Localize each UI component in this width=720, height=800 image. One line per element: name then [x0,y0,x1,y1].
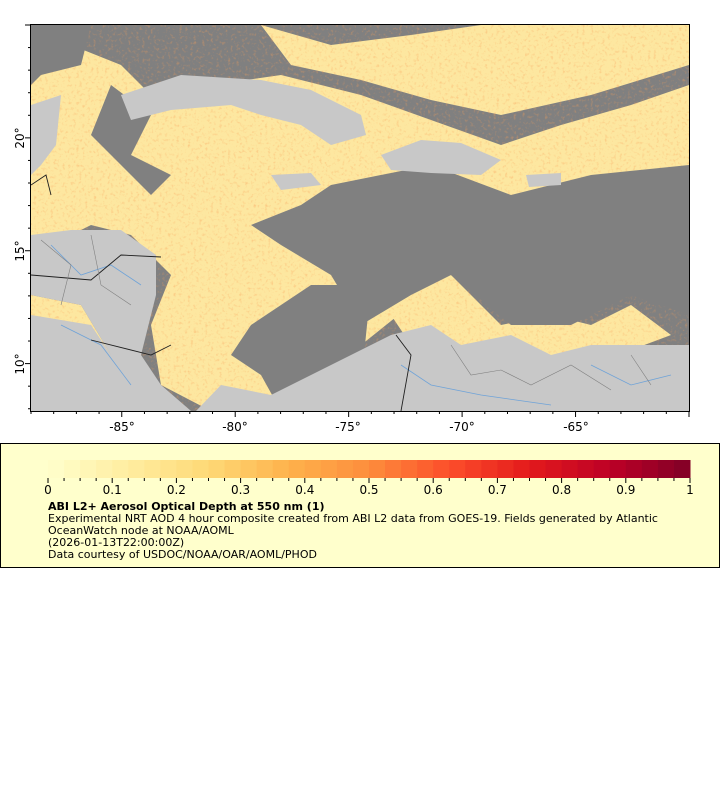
colorbar-tick-label: 0.1 [103,483,122,497]
cuba [121,75,366,145]
colorbar-segment [48,460,65,478]
colorbar-segment [497,460,514,478]
map-axes: -85° -80° -75° -70° -65° 20° 15° 10° [13,24,690,434]
colorbar-segment [561,460,579,478]
colorbar-segment [64,460,81,478]
colorbar: 0 0.1 0.2 0.3 0.4 0.5 0.6 0.7 0.8 0.9 1 [44,460,694,497]
rivers [50,244,672,406]
colorbar-segment [529,460,547,478]
colorbar-segment [272,460,290,478]
state-borders [40,234,652,391]
colorbar-segment [593,460,611,478]
colorbar-segment [256,460,274,478]
colorbar-segment [288,460,306,478]
colorbar-segment [176,460,193,478]
colorbar-segment [160,460,177,478]
colorbar-segment [401,460,418,478]
colorbar-segment [336,460,354,478]
country-borders [30,174,412,412]
puerto-rico [526,173,561,187]
colorbar-tick-label: 0.7 [488,483,507,497]
colorbar-segment [112,460,129,478]
x-tick-label: -75° [335,420,361,434]
legend-description: Experimental NRT AOD 4 hour composite cr… [48,512,658,525]
x-tick-label: -80° [222,420,248,434]
map-image [30,25,689,412]
colorbar-segment [224,460,242,478]
colorbar-segment [320,460,338,478]
colorbar-segment [577,460,595,478]
x-tick-label: -85° [109,420,135,434]
colorbar-segment [352,460,370,478]
colorbar-segment [96,460,113,478]
colorbar-segment [80,460,97,478]
colorbar-segment [240,460,258,478]
colorbar-segment [128,460,145,478]
y-tick-label: 20° [13,127,27,148]
colorbar-tick-label: 0.3 [231,483,250,497]
colorbar-segment [657,460,675,478]
x-tick-label: -65° [563,420,589,434]
legend-credit: Data courtesy of USDOC/NOAA/OAR/AOML/PHO… [48,548,317,561]
y-tick-label: 15° [13,240,27,261]
colorbar-segment [449,460,466,478]
colorbar-tick-label: 0 [44,483,52,497]
colorbar-segment [641,460,659,478]
legend: 0 0.1 0.2 0.3 0.4 0.5 0.6 0.7 0.8 0.9 1 ABI L2+ Ae… [0,443,720,568]
colorbar-segment [304,460,322,478]
colorbar-segment [545,460,563,478]
central-america [31,230,191,411]
colorbar-tick-label: 0.4 [295,483,314,497]
colorbar-segment [385,460,402,478]
land [31,75,689,411]
colorbar-segment [433,460,450,478]
aod-map [30,24,690,412]
colorbar-segment [192,460,209,478]
colorbar-tick-label: 0.5 [359,483,378,497]
colorbar-tick-label: 1 [686,483,694,497]
hispaniola [381,140,501,175]
yucatan [31,95,61,175]
colorbar-tick-label: 0.8 [552,483,571,497]
colorbar-segment [208,460,226,478]
colorbar-segment [673,460,691,478]
jamaica [271,173,321,190]
colorbar-segment [481,460,498,478]
colorbar-tick-label: 0.9 [616,483,635,497]
y-tick-label: 10° [13,353,27,374]
legend-description-cont: OceanWatch node at NOAA/AOML [48,524,234,537]
x-tick-label: -70° [449,420,475,434]
colorbar-segment [417,460,434,478]
colorbar-segment [369,460,386,478]
colorbar-segment [513,460,530,478]
colorbar-tick-label: 0.2 [167,483,186,497]
south-america [196,325,689,411]
colorbar-segment [465,460,482,478]
colorbar-segment [144,460,161,478]
colorbar-segment [625,460,643,478]
colorbar-tick-label: 0.6 [424,483,443,497]
legend-time: (2026-01-13T22:00:00Z) [48,536,185,549]
colorbar-segment [609,460,627,478]
legend-title: ABI L2+ Aerosol Optical Depth at 550 nm … [48,500,325,513]
